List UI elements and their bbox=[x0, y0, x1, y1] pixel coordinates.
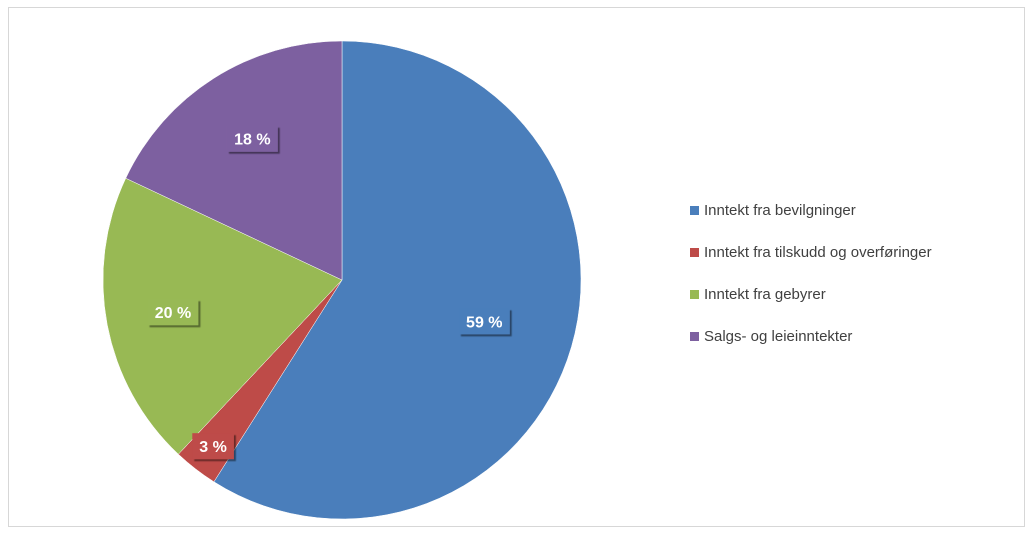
pie-slice-inntekt-fra-gebyrer bbox=[102, 177, 343, 455]
legend-label: Inntekt fra gebyrer bbox=[704, 286, 826, 303]
legend-swatch bbox=[690, 290, 699, 299]
pie-slice-salgs-og-leieinntekter bbox=[125, 40, 343, 281]
data-label-salgs-og-leieinntekter: 18 % bbox=[226, 125, 278, 152]
legend-label: Inntekt fra bevilgninger bbox=[704, 202, 856, 219]
data-label-box bbox=[147, 299, 199, 326]
data-labels: 59 % 3 % 20 % 18 % bbox=[147, 125, 510, 460]
legend-item-salgs-og-leieinntekter: Salgs- og leieinntekter bbox=[690, 328, 852, 345]
legend: Inntekt fra bevilgninger Inntekt fra tils… bbox=[690, 202, 932, 345]
data-label-box bbox=[226, 125, 278, 152]
legend-label: Salgs- og leieinntekter bbox=[704, 328, 852, 345]
legend-item-inntekt-fra-tilskudd-og-overf-ringer: Inntekt fra tilskudd og overføringer bbox=[690, 244, 932, 261]
legend-swatch bbox=[690, 332, 699, 341]
data-label-inntekt-fra-tilskudd-og-overf-ringer: 3 % bbox=[192, 433, 234, 460]
pie-slices bbox=[102, 40, 582, 520]
legend-label: Inntekt fra tilskudd og overføringer bbox=[704, 244, 932, 261]
data-label-box bbox=[458, 308, 510, 335]
data-label-text: 18 % bbox=[234, 132, 270, 149]
data-label-inntekt-fra-bevilgninger: 59 % bbox=[458, 308, 510, 335]
data-label-inntekt-fra-gebyrer: 20 % bbox=[147, 299, 199, 326]
data-label-box bbox=[192, 433, 234, 460]
legend-swatch bbox=[690, 248, 699, 257]
data-label-text: 3 % bbox=[199, 439, 227, 456]
data-label-text: 59 % bbox=[466, 314, 502, 331]
data-label-text: 20 % bbox=[155, 305, 191, 322]
legend-swatch bbox=[690, 206, 699, 215]
legend-item-inntekt-fra-gebyrer: Inntekt fra gebyrer bbox=[690, 286, 826, 303]
legend-item-inntekt-fra-bevilgninger: Inntekt fra bevilgninger bbox=[690, 202, 856, 219]
pie-slice-inntekt-fra-bevilgninger bbox=[213, 40, 582, 520]
